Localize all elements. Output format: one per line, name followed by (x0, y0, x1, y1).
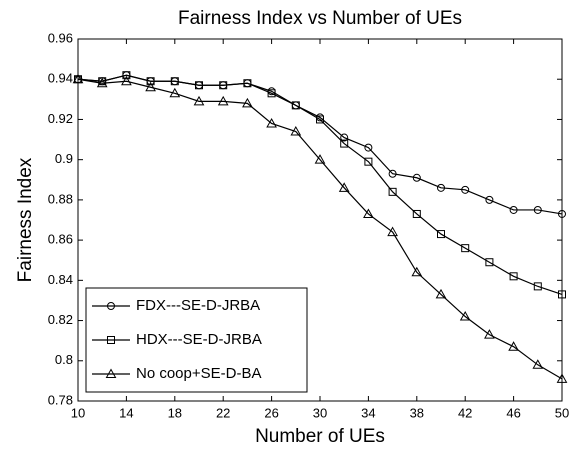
marker (340, 133, 349, 142)
marker (533, 282, 542, 291)
marker (509, 272, 518, 281)
y-tick-label: 0.8 (55, 352, 73, 367)
marker (314, 154, 326, 164)
marker (411, 266, 423, 277)
x-tick-label: 38 (410, 405, 424, 420)
x-axis-label: Number of UEs (255, 426, 385, 447)
y-tick-label: 0.9 (55, 151, 73, 166)
marker (558, 209, 566, 218)
marker (484, 329, 495, 339)
y-axis-label: Fairness Index (15, 157, 36, 282)
marker (243, 79, 252, 88)
y-tick-label: 0.96 (48, 30, 73, 45)
marker (96, 77, 108, 88)
x-tick-label: 46 (506, 405, 520, 420)
legend-marker (107, 302, 115, 310)
y-tick-label: 0.84 (48, 272, 73, 287)
marker (338, 182, 350, 192)
marker (169, 87, 181, 98)
y-tick-label: 0.82 (48, 312, 73, 327)
legend-marker (107, 336, 115, 344)
marker (340, 139, 349, 148)
marker (412, 173, 421, 182)
marker (364, 157, 373, 166)
marker (558, 290, 566, 299)
marker (242, 97, 253, 108)
x-tick-label: 26 (264, 405, 278, 420)
series-line (77, 74, 563, 295)
y-tick-label: 0.88 (48, 191, 73, 206)
marker (509, 205, 518, 214)
marker (437, 183, 445, 192)
x-tick-label: 50 (555, 405, 569, 420)
marker (72, 73, 84, 84)
legend-label: No coop+SE-D-BA (136, 365, 261, 382)
marker (459, 311, 471, 321)
legend-label: FDX---SE-D-JRBA (136, 297, 260, 314)
marker (267, 89, 276, 98)
marker (290, 125, 302, 136)
y-tick-label: 0.92 (48, 111, 73, 126)
marker (122, 71, 131, 80)
marker (170, 77, 179, 86)
marker (388, 187, 397, 196)
marker (266, 117, 277, 128)
x-tick-label: 18 (168, 405, 182, 420)
marker (219, 81, 228, 90)
legend-marker (105, 368, 117, 378)
x-tick-label: 14 (119, 405, 133, 420)
marker (388, 169, 397, 178)
marker (533, 205, 542, 214)
x-tick-label: 10 (71, 405, 85, 420)
marker (363, 208, 374, 218)
marker (146, 77, 155, 86)
marker (145, 81, 156, 92)
marker (461, 185, 470, 194)
marker (364, 143, 373, 152)
x-tick-label: 22 (216, 405, 230, 420)
marker (195, 81, 203, 90)
marker (193, 95, 205, 106)
marker (121, 75, 132, 86)
marker (556, 373, 568, 383)
legend-label: HDX---SE-D-JRBA (136, 331, 262, 348)
x-tick-label: 34 (361, 405, 375, 420)
y-tick-label: 0.94 (48, 71, 73, 86)
marker (291, 101, 300, 110)
marker (532, 359, 544, 369)
series-line (77, 78, 563, 380)
x-tick-label: 30 (313, 405, 327, 420)
marker (485, 195, 494, 204)
marker (217, 95, 229, 106)
marker (461, 244, 470, 253)
y-tick-label: 0.78 (48, 392, 73, 407)
marker (412, 209, 421, 218)
marker (437, 230, 445, 239)
y-tick-label: 0.86 (48, 232, 73, 247)
marker (508, 341, 519, 351)
marker (316, 115, 324, 124)
chart-title: Fairness Index vs Number of UEs (178, 8, 462, 29)
x-tick-label: 42 (458, 405, 472, 420)
marker (435, 288, 447, 299)
marker (485, 258, 494, 267)
marker (387, 226, 398, 237)
